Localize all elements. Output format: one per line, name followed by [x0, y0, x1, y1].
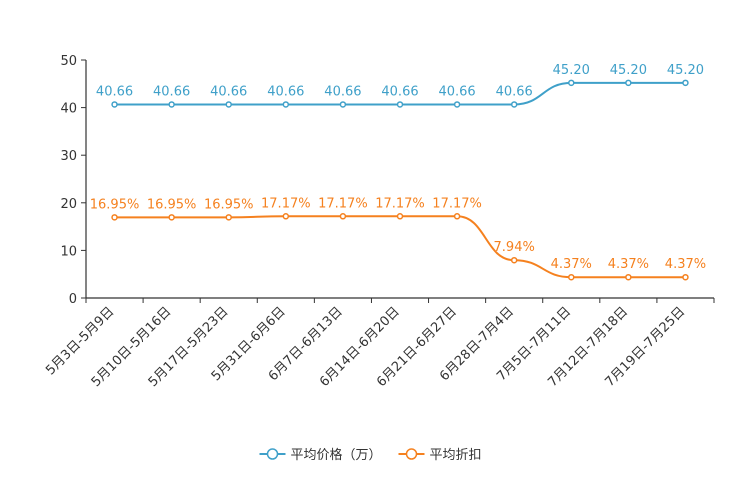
data-point[interactable] — [568, 79, 575, 87]
data-label: 40.66 — [381, 84, 418, 99]
data-label: 40.66 — [267, 84, 304, 99]
series-line — [114, 215, 686, 279]
data-label: 45.20 — [610, 63, 647, 78]
data-point[interactable] — [225, 214, 232, 221]
data-point[interactable] — [111, 101, 118, 108]
data-point[interactable] — [625, 79, 632, 87]
data-label: 45.20 — [553, 63, 590, 78]
data-label: 40.66 — [438, 84, 475, 99]
data-point[interactable] — [396, 213, 404, 220]
data-point[interactable] — [682, 79, 689, 87]
data-point[interactable] — [510, 256, 518, 264]
data-label: 7.94% — [494, 240, 535, 255]
data-point[interactable] — [568, 273, 575, 281]
series-1: 40.66 40.66 40.66 40.66 40.66 40.66 40.66 40.66… — [96, 63, 704, 108]
data-label: 4.37% — [608, 257, 649, 272]
legend-label: 平均折扣 — [430, 448, 482, 463]
data-label: 17.17% — [318, 196, 368, 211]
data-point[interactable] — [111, 214, 118, 221]
data-point[interactable] — [339, 213, 347, 220]
data-label: 40.66 — [153, 84, 190, 99]
data-label: 16.95% — [90, 197, 140, 212]
data-label: 16.95% — [147, 197, 197, 212]
data-label: 16.95% — [204, 197, 254, 212]
data-point[interactable] — [282, 213, 290, 220]
data-label: 4.37% — [551, 257, 592, 272]
data-point[interactable] — [453, 101, 461, 108]
data-point[interactable] — [225, 101, 232, 108]
data-point[interactable] — [168, 101, 175, 108]
data-label: 17.17% — [432, 196, 482, 211]
data-point[interactable] — [625, 273, 632, 281]
data-label: 40.66 — [210, 84, 247, 99]
legend-item-2[interactable]: 平均折扣 — [398, 448, 482, 463]
data-label: 40.66 — [496, 84, 533, 99]
data-point[interactable] — [682, 273, 689, 281]
data-label: 40.66 — [324, 84, 361, 99]
data-label: 45.20 — [667, 63, 704, 78]
data-point[interactable] — [339, 101, 347, 108]
y-tick-label: 30 — [60, 149, 77, 164]
data-point[interactable] — [282, 101, 290, 108]
y-tick-label: 40 — [60, 102, 77, 117]
legend-marker — [405, 448, 418, 460]
data-point[interactable] — [396, 101, 404, 108]
legend-label: 平均价格（万） — [291, 447, 382, 463]
y-tick-label: 50 — [60, 54, 77, 69]
y-tick-label: 20 — [60, 197, 77, 212]
data-point[interactable] — [453, 213, 461, 220]
data-point[interactable] — [510, 101, 518, 108]
legend-marker — [266, 448, 279, 460]
series-layer: 40.66 40.66 40.66 40.66 40.66 40.66 40.66 40.66… — [90, 63, 706, 281]
data-point[interactable] — [168, 214, 175, 221]
legend-item-1[interactable]: 平均价格（万） — [259, 447, 382, 463]
data-label: 17.17% — [375, 196, 425, 211]
data-label: 17.17% — [261, 196, 311, 211]
y-tick-label: 0 — [69, 292, 77, 307]
data-label: 4.37% — [665, 257, 706, 272]
series-2: 16.95% 16.95% 16.95% 17.17% 17.17% 17.17% 17.1… — [90, 196, 706, 281]
data-label: 40.66 — [96, 84, 133, 99]
legend: 平均价格（万） 平均折扣 — [259, 447, 482, 463]
y-tick-label: 10 — [60, 244, 77, 259]
